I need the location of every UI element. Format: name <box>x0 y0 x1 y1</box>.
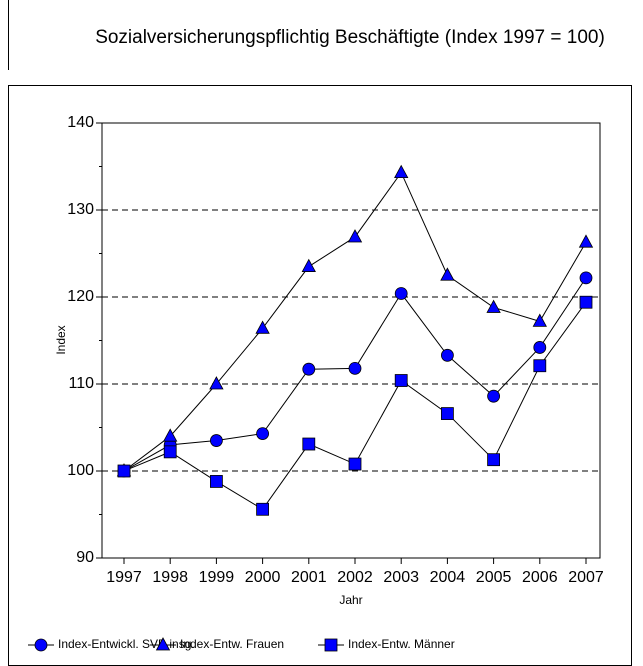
legend-label: Index-Entw. Frauen <box>180 637 284 651</box>
x-tick-label: 2007 <box>568 569 604 586</box>
x-tick-label: 1997 <box>106 569 142 586</box>
marker <box>487 453 501 467</box>
marker <box>324 638 338 652</box>
marker <box>394 164 409 178</box>
marker <box>486 299 501 313</box>
y-tick-label: 130 <box>67 201 94 218</box>
marker <box>256 502 270 516</box>
marker <box>34 638 48 652</box>
plot-frame <box>101 122 601 559</box>
marker <box>394 374 408 387</box>
x-tick-label: 1999 <box>199 569 235 586</box>
marker <box>579 271 593 285</box>
marker <box>394 287 408 300</box>
x-tick-label: 2005 <box>476 569 512 586</box>
x-tick-label: 2004 <box>430 569 466 586</box>
y-tick-label: 110 <box>68 375 94 392</box>
y-tick-label: 100 <box>67 462 94 479</box>
marker <box>533 359 547 373</box>
series-line <box>123 301 587 510</box>
marker <box>117 464 131 478</box>
marker <box>579 295 593 309</box>
marker <box>440 407 454 420</box>
marker <box>163 428 178 442</box>
legend-label: Index-Entw. Männer <box>348 637 455 651</box>
y-axis-label: Index <box>54 325 68 354</box>
series-line <box>123 171 587 472</box>
y-tick-label: 140 <box>67 114 94 131</box>
x-tick-label: 2003 <box>383 569 419 586</box>
marker <box>302 362 316 376</box>
marker <box>440 348 454 362</box>
x-tick-label: 2006 <box>522 569 558 586</box>
x-tick-label: 2001 <box>291 569 327 586</box>
marker <box>209 376 224 390</box>
marker <box>209 434 223 447</box>
marker <box>440 267 455 281</box>
marker <box>487 389 501 403</box>
x-tick-label: 1998 <box>152 569 188 586</box>
marker <box>302 437 316 451</box>
y-tick-label: 90 <box>76 549 94 566</box>
marker <box>163 445 177 459</box>
marker <box>533 341 547 354</box>
marker <box>256 427 270 440</box>
marker <box>532 313 547 327</box>
y-tick-label: 120 <box>67 288 94 305</box>
legend-label: Index-Entwickl. SVB insg. <box>58 637 195 651</box>
marker <box>347 229 363 243</box>
x-tick-label: 2000 <box>245 569 281 586</box>
marker <box>578 234 594 248</box>
marker <box>155 637 171 651</box>
marker <box>301 258 316 272</box>
x-tick-label: 2002 <box>337 569 373 586</box>
chart-title: Sozialversicherungspflichtig Beschäftigt… <box>95 27 605 48</box>
marker <box>348 457 362 471</box>
marker <box>209 475 223 488</box>
marker <box>348 361 362 375</box>
marker <box>255 320 270 334</box>
x-axis-label: Jahr <box>339 593 362 607</box>
